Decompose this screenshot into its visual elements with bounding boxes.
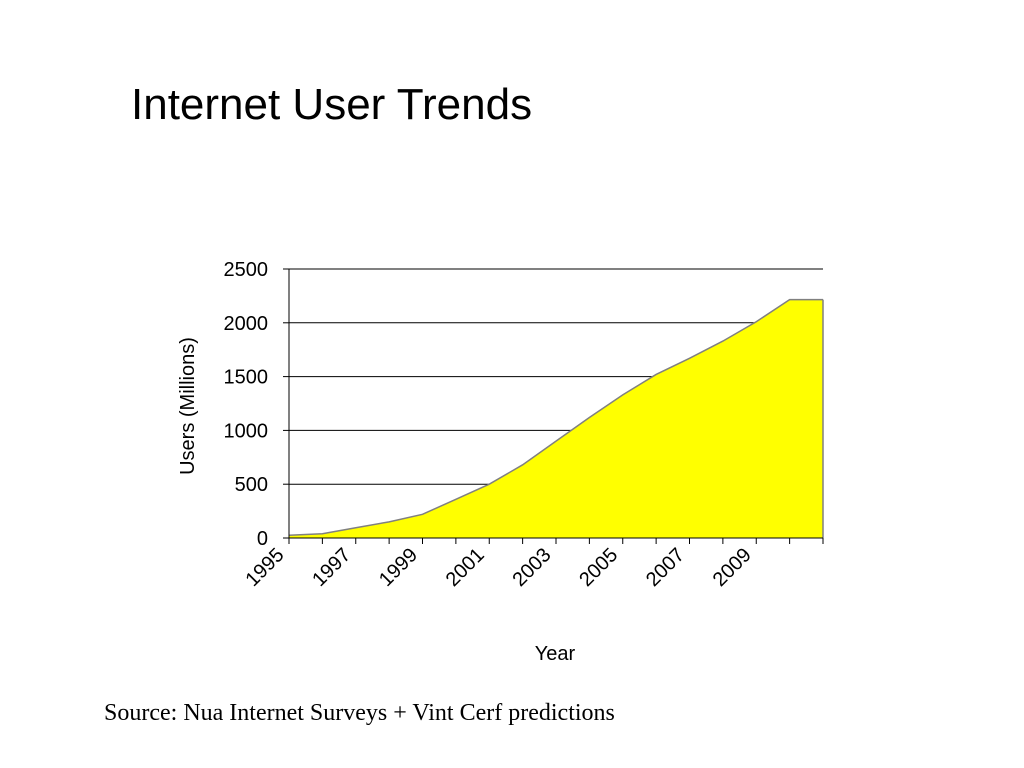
y-axis-title: Users (Millions) [177,337,199,475]
x-tick-label-2001: 2001 [442,544,489,591]
x-tick-label-1995: 1995 [242,544,289,591]
y-tick-labels: 0 500 1000 1500 2000 2500 [224,259,269,550]
x-tick-label-2007: 2007 [642,544,689,591]
data-area-layer [288,298,824,538]
y-tick-label-2000: 2000 [224,313,269,335]
x-axis-title: Year [535,643,576,665]
x-tick-label-1997: 1997 [308,544,355,591]
source-note: Source: Nua Internet Surveys + Vint Cerf… [104,700,615,726]
slide-title: Internet User Trends [131,80,533,129]
data-area-outline [288,298,823,536]
axes [283,268,824,544]
y-tick-label-1000: 1000 [224,420,269,442]
y-tick-label-0: 0 [257,528,268,550]
y-tick-label-2500: 2500 [224,259,269,281]
x-tick-label-2003: 2003 [509,544,556,591]
x-tick-label-1999: 1999 [375,544,422,591]
data-area [289,299,823,538]
x-tick-labels: 1995 1997 1999 2001 2003 2005 2007 2009 [242,544,756,591]
x-tick-label-2009: 2009 [709,544,756,591]
x-tick-label-2005: 2005 [575,544,622,591]
y-tick-label-500: 500 [235,474,268,496]
y-tick-label-1500: 1500 [224,367,269,389]
area-chart: 0 500 1000 1500 2000 2500 1995 1997 1999 2001 200… [177,259,824,665]
